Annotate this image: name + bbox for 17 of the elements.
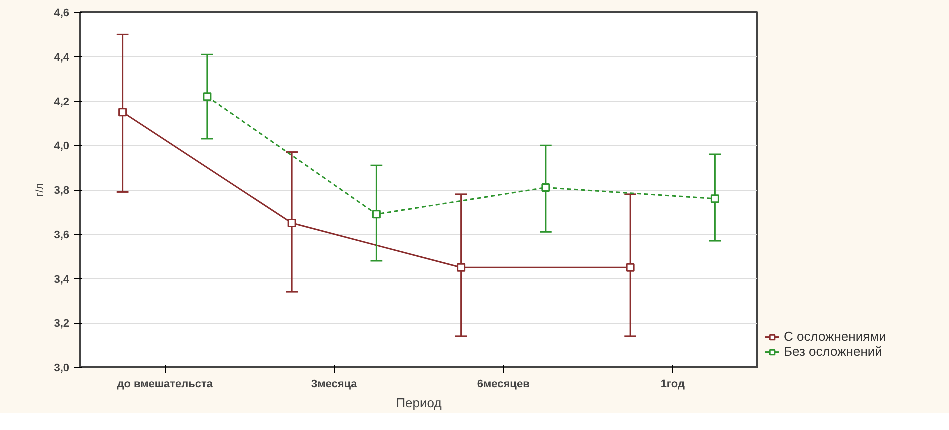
- y-tick-label: 4,2: [54, 96, 70, 108]
- y-tick-label: 4,0: [54, 140, 70, 153]
- legend-label: Без осложнений: [784, 344, 882, 359]
- y-tick-label: 3,0: [54, 362, 70, 374]
- x-tick-label: 6месяцев: [477, 378, 530, 390]
- y-tick-label: 3,4: [54, 274, 70, 286]
- x-axis-title: Период: [396, 396, 442, 410]
- y-tick-label: 4,6: [54, 8, 70, 20]
- y-tick-label: 4,4: [54, 52, 70, 64]
- x-tick-label: до вмешательста: [117, 378, 214, 390]
- x-tick-label: 3месяца: [311, 378, 358, 390]
- x-tick-label: 1год: [660, 378, 685, 390]
- legend-label: С осложнениями: [784, 329, 886, 344]
- y-tick-label: 3,8: [54, 185, 70, 197]
- y-tick-label: 3,2: [54, 318, 70, 330]
- y-tick-label: 3,6: [54, 229, 70, 242]
- y-axis-title: г/л: [34, 183, 46, 197]
